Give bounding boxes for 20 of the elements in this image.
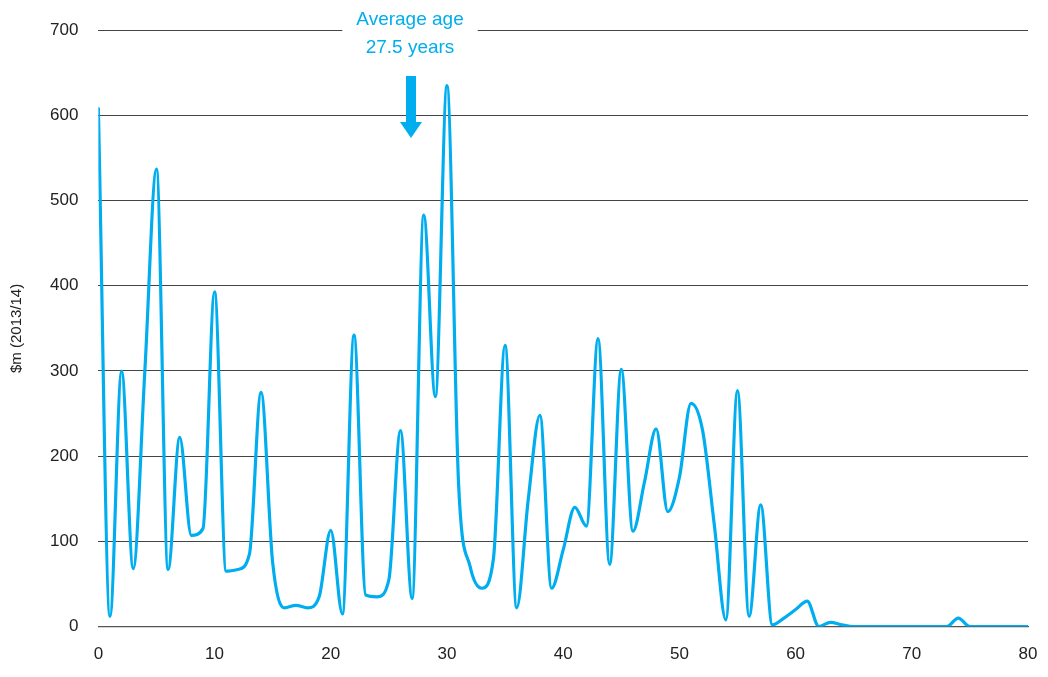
line-series bbox=[98, 83, 1028, 627]
x-tick-label: 40 bbox=[553, 644, 573, 664]
y-tick-label: 200 bbox=[49, 445, 79, 465]
y-axis-title: $m (2013/14) bbox=[7, 283, 25, 374]
x-tick-label: 70 bbox=[902, 644, 922, 664]
x-tick-label: 20 bbox=[321, 644, 341, 664]
annotation: Average age 27.5 years bbox=[356, 8, 464, 58]
x-tick-label: 80 bbox=[1018, 644, 1038, 664]
y-tick-label: 400 bbox=[49, 275, 79, 295]
x-tick-label: 50 bbox=[669, 644, 689, 664]
y-tick-label: 600 bbox=[49, 105, 79, 125]
y-tick-label: 100 bbox=[49, 531, 79, 551]
y-tick-label: 0 bbox=[68, 616, 79, 636]
y-tick-label: 300 bbox=[49, 360, 79, 380]
x-tick-label: 30 bbox=[437, 644, 457, 664]
y-tick-label: 700 bbox=[49, 19, 79, 39]
y-tick-label: 500 bbox=[49, 190, 79, 210]
x-tick-label: 10 bbox=[205, 644, 225, 664]
x-tick-label: 60 bbox=[786, 644, 806, 664]
x-tick-label: 0 bbox=[93, 644, 104, 664]
